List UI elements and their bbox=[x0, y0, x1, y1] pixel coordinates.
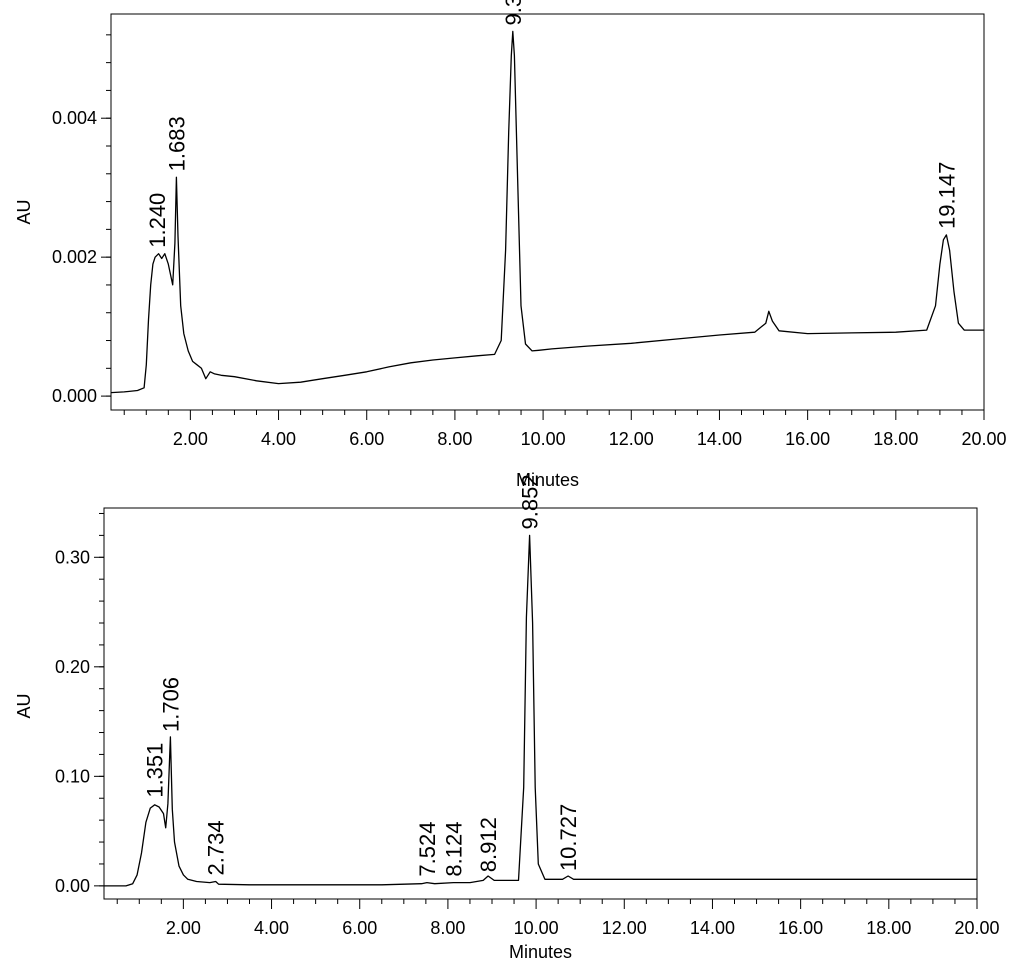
y-tick-label: 0.000 bbox=[52, 386, 97, 406]
y-tick-label: 0.002 bbox=[52, 247, 97, 267]
peak-label: 8.912 bbox=[476, 817, 501, 872]
y-tick-label: 0.10 bbox=[55, 766, 90, 786]
plot-frame bbox=[103, 507, 978, 900]
x-tick-label: 12.00 bbox=[602, 918, 647, 938]
x-axis-title: Minutes bbox=[516, 470, 579, 490]
peak-label: 1.706 bbox=[158, 677, 183, 732]
x-tick-label: 16.00 bbox=[778, 918, 823, 938]
chart-panel-1: 2.00 4.00 6.00 8.00 10.00 12.00 14.00 16.00 18.0… bbox=[14, 0, 1007, 490]
x-tick-label: 6.00 bbox=[342, 918, 377, 938]
peak-label: 9.312 bbox=[501, 0, 526, 25]
peak-label: 7.524 bbox=[415, 822, 440, 877]
peak-label: 10.727 bbox=[556, 804, 581, 871]
peak-label: 1.683 bbox=[164, 116, 189, 171]
x-tick-label: 2.00 bbox=[173, 429, 208, 449]
x-tick-label: 8.00 bbox=[437, 429, 472, 449]
x-tick-label: 14.00 bbox=[690, 918, 735, 938]
peak-label: 1.351 bbox=[143, 743, 168, 798]
x-tick-label: 14.00 bbox=[697, 429, 742, 449]
y-axis-title: AU bbox=[14, 693, 34, 718]
y-tick-label: 0.00 bbox=[55, 876, 90, 896]
x-tick-label: 10.00 bbox=[521, 429, 566, 449]
peak-label: 2.734 bbox=[204, 820, 229, 875]
x-tick-label: 18.00 bbox=[866, 918, 911, 938]
x-tick-label: 4.00 bbox=[254, 918, 289, 938]
x-tick-label: 4.00 bbox=[261, 429, 296, 449]
x-tick-label: 20.00 bbox=[954, 918, 999, 938]
peak-label: 8.124 bbox=[441, 822, 466, 877]
x-tick-label: 20.00 bbox=[961, 429, 1006, 449]
x-tick-label: 6.00 bbox=[349, 429, 384, 449]
plot-frame bbox=[110, 13, 985, 411]
y-tick-label: 0.20 bbox=[55, 657, 90, 677]
peak-label: 1.240 bbox=[145, 193, 170, 248]
peak-label: 9.852 bbox=[518, 474, 543, 529]
chart-panel-2: 2.00 4.00 6.00 8.00 10.00 12.00 14.00 16.00 18.0… bbox=[14, 474, 1000, 962]
x-tick-label: 2.00 bbox=[166, 918, 201, 938]
y-axis-title: AU bbox=[14, 199, 34, 224]
chromatogram-trace bbox=[110, 30, 984, 394]
y-tick-label: 0.30 bbox=[55, 547, 90, 567]
x-tick-label: 16.00 bbox=[785, 429, 830, 449]
x-axis-title: Minutes bbox=[509, 942, 572, 962]
peak-label: 19.147 bbox=[934, 162, 959, 229]
chromatogram-trace bbox=[104, 534, 977, 887]
x-tick-label: 18.00 bbox=[873, 429, 918, 449]
y-tick-label: 0.004 bbox=[52, 108, 97, 128]
x-tick-label: 8.00 bbox=[430, 918, 465, 938]
x-tick-label: 12.00 bbox=[609, 429, 654, 449]
x-tick-label: 10.00 bbox=[514, 918, 559, 938]
